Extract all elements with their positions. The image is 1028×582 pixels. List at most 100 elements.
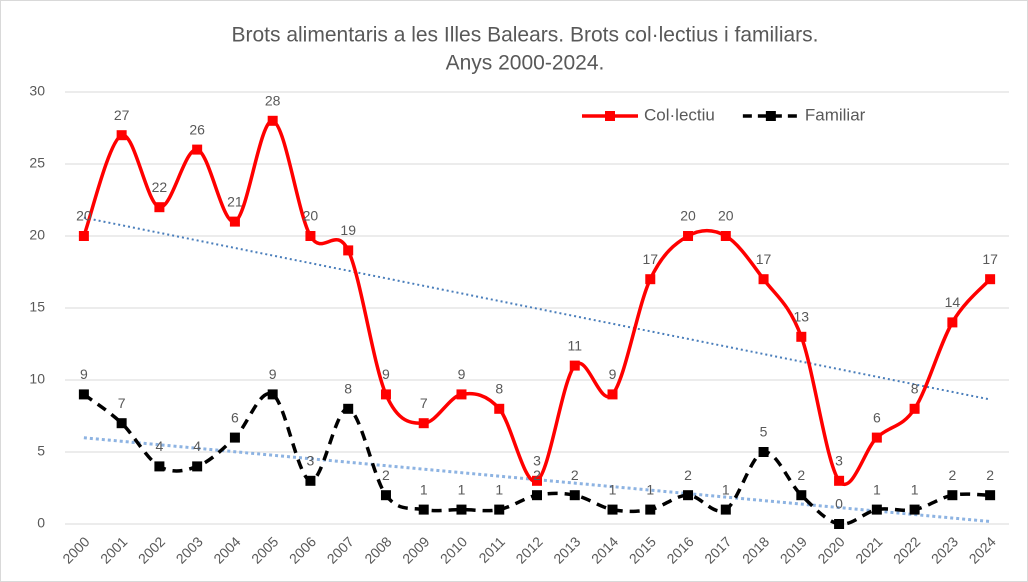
y-tick-label: 10 (29, 371, 45, 387)
marker (871, 504, 882, 515)
data-label: 2 (382, 467, 390, 483)
y-tick-label: 30 (29, 83, 45, 99)
marker (154, 202, 165, 213)
data-label: 17 (756, 251, 772, 267)
marker (116, 130, 127, 141)
y-tick-label: 5 (37, 443, 45, 459)
chart-title: Brots alimentaris a les Illes Balears. B… (231, 24, 818, 47)
data-label: 1 (646, 481, 654, 497)
y-tick-label: 0 (37, 515, 45, 531)
marker (758, 274, 769, 285)
data-label: 9 (458, 366, 466, 382)
marker (569, 490, 580, 501)
marker (267, 115, 278, 126)
data-label: 9 (382, 366, 390, 382)
data-label: 2 (948, 467, 956, 483)
marker (909, 504, 920, 515)
marker (192, 461, 203, 472)
legend-label: Familiar (805, 105, 866, 124)
data-label: 9 (609, 366, 617, 382)
marker (267, 389, 278, 400)
marker (456, 504, 467, 515)
marker (229, 432, 240, 443)
data-label: 19 (340, 222, 356, 238)
data-label: 11 (567, 337, 582, 353)
data-label: 3 (307, 453, 315, 469)
marker (532, 490, 542, 501)
trend-line (83, 216, 991, 401)
data-label: 2 (797, 467, 805, 483)
data-label: 8 (495, 381, 503, 397)
data-label: 22 (152, 179, 168, 195)
marker (834, 519, 845, 529)
legend-label: Col·lectiu (644, 105, 715, 124)
marker (720, 504, 731, 515)
data-label: 9 (80, 366, 88, 382)
marker (947, 317, 958, 328)
data-label: 0 (835, 496, 843, 512)
chart-title: Anys 2000-2024. (446, 52, 605, 75)
marker (909, 403, 920, 414)
marker (192, 144, 203, 155)
marker (834, 475, 845, 486)
data-label: 13 (794, 309, 810, 325)
y-tick-label: 15 (29, 299, 45, 315)
data-label: 1 (911, 481, 919, 497)
data-label: 8 (911, 381, 919, 397)
marker (758, 447, 769, 457)
marker (985, 490, 996, 501)
data-label: 1 (609, 481, 617, 497)
data-label: 8 (344, 381, 352, 397)
marker (78, 389, 89, 400)
marker (343, 245, 354, 256)
marker (418, 504, 429, 515)
marker (418, 418, 429, 429)
data-label: 7 (118, 395, 126, 411)
data-label: 9 (269, 366, 277, 382)
marker (607, 389, 618, 400)
data-label: 20 (76, 208, 92, 224)
marker (947, 490, 958, 501)
marker (116, 418, 127, 429)
data-label: 3 (533, 453, 541, 469)
data-label: 5 (760, 424, 768, 440)
marker (380, 389, 391, 400)
marker (683, 490, 694, 501)
marker (456, 389, 467, 400)
data-label: 21 (227, 193, 243, 209)
marker (229, 216, 240, 227)
data-label: 26 (189, 121, 205, 137)
marker (985, 274, 996, 285)
data-label: 1 (873, 481, 881, 497)
data-label: 1 (458, 481, 466, 497)
marker (343, 403, 354, 414)
data-label: 1 (722, 481, 730, 497)
data-label: 17 (642, 251, 658, 267)
marker (380, 490, 391, 501)
marker (78, 231, 89, 241)
data-label: 17 (982, 251, 998, 267)
marker (569, 360, 580, 371)
marker (796, 331, 807, 342)
marker (532, 475, 542, 486)
data-label: 4 (156, 438, 164, 454)
marker (796, 490, 807, 501)
trend-line (83, 436, 991, 524)
data-label: 1 (495, 481, 503, 497)
data-label: 6 (873, 409, 881, 425)
marker (645, 274, 656, 285)
data-label: 7 (420, 395, 428, 411)
legend-marker (605, 111, 615, 121)
data-label: 28 (265, 93, 281, 109)
y-tick-label: 25 (29, 155, 45, 171)
marker (494, 403, 505, 414)
marker (607, 504, 618, 515)
marker (871, 432, 882, 443)
legend-marker (765, 111, 776, 121)
marker (494, 504, 505, 515)
data-label: 2 (533, 467, 541, 483)
data-label: 4 (193, 438, 201, 454)
series-line (82, 119, 992, 486)
